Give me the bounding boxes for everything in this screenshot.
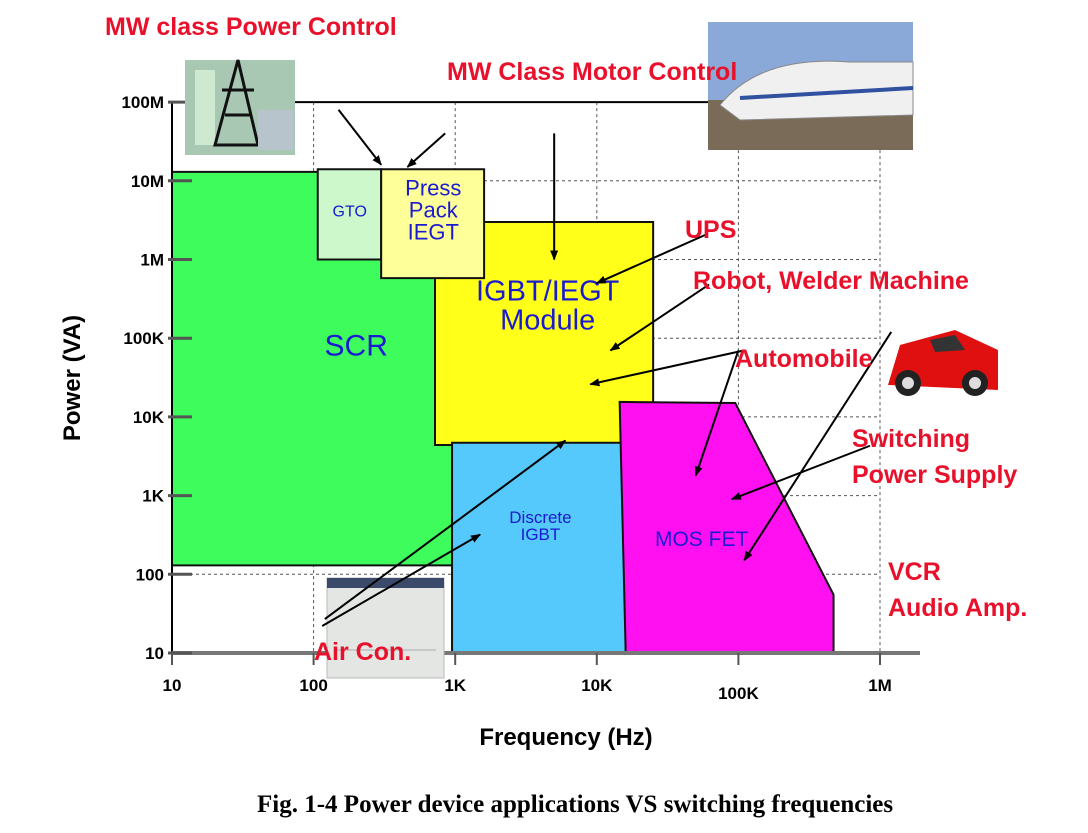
region-label: GTO xyxy=(333,204,367,221)
x-tick-label: 1K xyxy=(444,676,466,695)
annotation-arrows xyxy=(321,109,893,627)
power-tower-image xyxy=(185,59,295,155)
y-tick-label: 1K xyxy=(142,487,164,506)
x-tick-label: 10K xyxy=(581,676,613,695)
label-ups: UPS xyxy=(685,216,736,244)
label-switching: Switching xyxy=(852,425,970,453)
x-tick-label: 10 xyxy=(163,676,182,695)
arrow xyxy=(321,533,481,627)
label-vcr: VCR xyxy=(888,558,941,586)
y-tick-label: 100M xyxy=(121,93,164,112)
air-conditioner-image xyxy=(326,577,445,679)
sports-car-image xyxy=(888,330,998,396)
label-mw-motor-control: MW Class Motor Control xyxy=(447,58,737,86)
region-label: Module xyxy=(500,305,595,337)
y-tick-label: 10M xyxy=(131,172,164,191)
label-power-supply: Power Supply xyxy=(852,461,1017,489)
region-discrete-igbt xyxy=(451,441,627,654)
bullet-train-image xyxy=(708,22,914,150)
arrow xyxy=(337,109,382,166)
y-tick-label: 10 xyxy=(145,644,164,663)
arrow xyxy=(324,439,567,620)
region-mos-fet xyxy=(618,400,835,654)
arrow xyxy=(743,331,893,562)
arrow xyxy=(589,349,745,387)
figure-caption: Fig. 1-4 Power device applications VS sw… xyxy=(257,791,893,818)
x-tick-label: 100 xyxy=(299,676,327,695)
region-label: Press xyxy=(405,176,461,201)
y-tick-label: 10K xyxy=(133,408,165,427)
label-air-con: Air Con. xyxy=(314,638,411,666)
arrow xyxy=(609,283,710,352)
region-press-pack-iegt xyxy=(380,168,486,280)
y-tick-label: 100 xyxy=(136,565,164,584)
label-audio-amp: Audio Amp. xyxy=(888,594,1027,622)
region-label: SCR xyxy=(325,330,388,363)
label-robot-welder: Robot, Welder Machine xyxy=(693,267,969,295)
region-label: Pack xyxy=(409,198,459,223)
x-axis-label: Frequency (Hz) xyxy=(479,724,652,751)
y-axis-label: Power (VA) xyxy=(59,315,86,441)
region-label: IEGT xyxy=(408,220,459,245)
label-mw-power-control: MW class Power Control xyxy=(105,13,397,41)
arrow xyxy=(406,132,446,168)
region-label: IGBT xyxy=(521,525,561,544)
region-label: Discrete xyxy=(509,508,571,527)
y-tick-label: 1M xyxy=(140,251,164,270)
x-tick-label: 1M xyxy=(868,676,892,695)
arrow xyxy=(595,233,708,285)
label-automobile: Automobile xyxy=(735,345,873,373)
arrow xyxy=(694,350,740,477)
region-label: IGBT/IEGT xyxy=(476,276,620,308)
y-tick-label: 100K xyxy=(123,329,164,348)
axis-ticks: 10 100 1K 10K 100K 1M 10 100 1K 10K 100K 1M 10M 100M xyxy=(121,93,891,703)
x-tick-label: 100K xyxy=(718,684,759,703)
region-label: MOS FET xyxy=(655,528,749,551)
